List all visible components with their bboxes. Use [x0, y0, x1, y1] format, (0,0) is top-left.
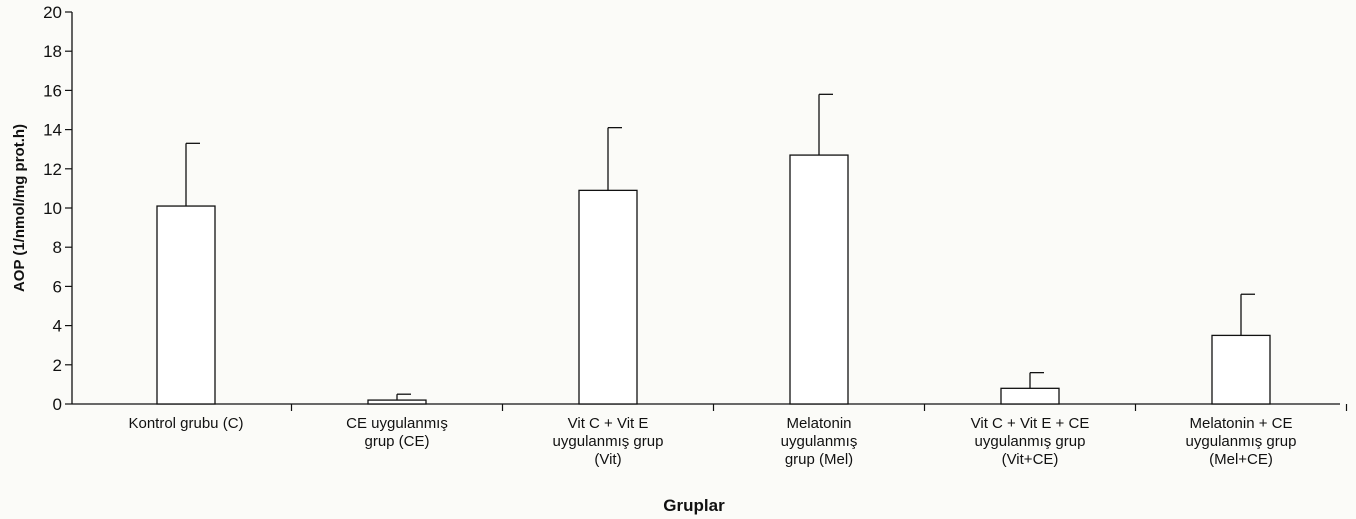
y-tick-label: 6	[53, 277, 62, 296]
x-tick-label: Vit C + Vit E	[568, 415, 649, 432]
y-tick-label: 12	[43, 160, 62, 179]
y-tick-label: 18	[43, 42, 62, 61]
y-tick-label: 10	[43, 199, 62, 218]
x-tick-label: Kontrol grubu (C)	[128, 415, 243, 432]
x-axis	[72, 403, 1348, 411]
y-tick-label: 8	[53, 238, 62, 257]
x-tick-label: (Mel+CE)	[1209, 451, 1273, 468]
y-tick-label: 0	[53, 395, 62, 414]
x-tick-label: uygulanmış	[781, 433, 858, 450]
x-tick-label: (Vit)	[594, 451, 621, 468]
x-axis-title: Gruplar	[663, 496, 725, 515]
bar	[1211, 334, 1271, 405]
bar	[1000, 387, 1060, 405]
y-tick-label: 14	[43, 121, 62, 140]
x-tick-label: Melatonin	[786, 415, 851, 432]
y-axis: 0 2 4 6 8 10 12 14 16 18 20	[43, 3, 73, 414]
x-tick-label: (Vit+CE)	[1002, 451, 1059, 468]
x-tick-label: Melatonin + CE	[1190, 415, 1293, 432]
x-tick-label: CE uygulanmış	[346, 415, 448, 432]
bar	[367, 399, 427, 405]
x-tick-label: uygulanmış grup	[553, 433, 664, 450]
x-tick-label: Vit C + Vit E + CE	[971, 415, 1090, 432]
bar	[156, 205, 216, 405]
x-tick-label: grup (Mel)	[785, 451, 853, 468]
y-tick-label: 20	[43, 3, 62, 22]
y-tick-label: 4	[53, 317, 62, 336]
y-axis-title: AOP (1/nmol/mg prot.h)	[11, 124, 28, 292]
x-tick-label: grup (CE)	[364, 433, 429, 450]
y-tick-label: 2	[53, 356, 62, 375]
bar	[578, 189, 638, 405]
x-tick-label: uygulanmış grup	[975, 433, 1086, 450]
bar	[789, 154, 849, 405]
x-tick-label: uygulanmış grup	[1186, 433, 1297, 450]
bars	[156, 93, 1271, 405]
y-tick-label: 16	[43, 81, 62, 100]
